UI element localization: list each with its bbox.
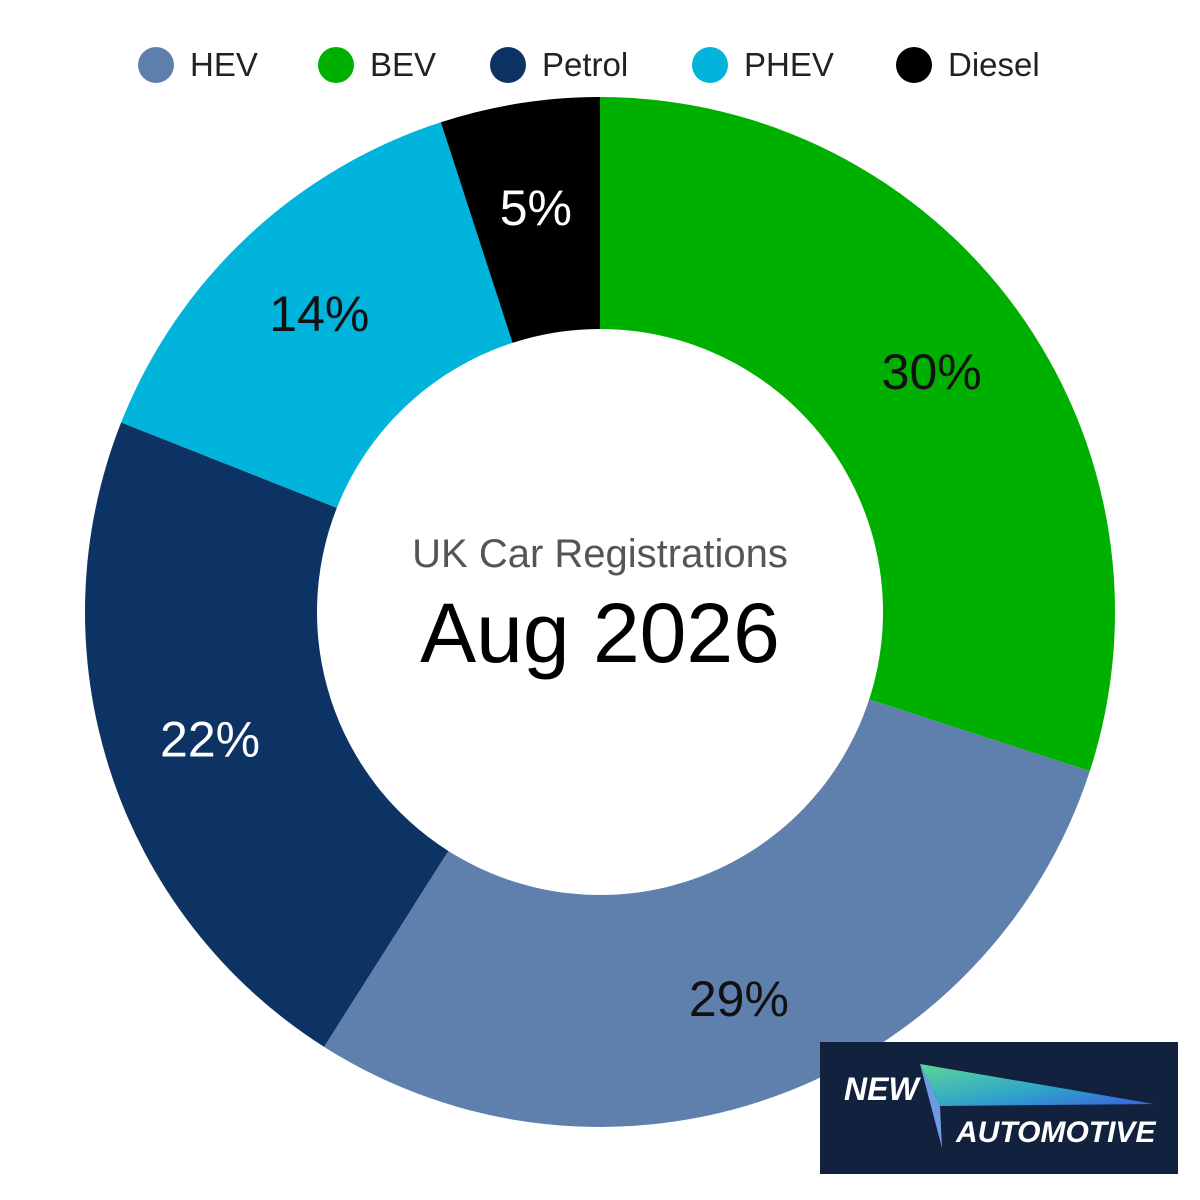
legend-item-petrol: Petrol xyxy=(490,40,628,90)
legend-item-hev: HEV xyxy=(138,40,258,90)
slice-label-hev: 29% xyxy=(689,971,789,1027)
legend-swatch-diesel xyxy=(896,47,932,83)
chart-legend: HEV BEV Petrol PHEV Diesel xyxy=(0,40,1200,90)
logo-text-automotive: AUTOMOTIVE xyxy=(955,1116,1156,1149)
donut-slice-labels: 30% 29% 22% 14% 5% xyxy=(160,180,982,1027)
legend-label-hev: HEV xyxy=(190,46,258,83)
legend-label-bev: BEV xyxy=(370,46,437,83)
slice-diesel xyxy=(440,97,600,343)
legend-item-diesel: Diesel xyxy=(896,40,1040,90)
slice-label-bev: 30% xyxy=(882,344,982,400)
donut-slices xyxy=(85,97,1115,1128)
legend-swatch-hev xyxy=(138,47,174,83)
slice-label-diesel: 5% xyxy=(500,180,572,236)
logo-icon: NEW AUTOMOTIVE xyxy=(844,1064,1156,1149)
new-automotive-logo: NEW AUTOMOTIVE xyxy=(820,1042,1178,1174)
legend-swatch-bev xyxy=(318,47,354,83)
legend-label-diesel: Diesel xyxy=(948,46,1040,83)
center-title: Aug 2026 xyxy=(420,586,780,680)
slice-label-petrol: 22% xyxy=(160,712,260,768)
legend-label-phev: PHEV xyxy=(744,46,834,83)
legend-item-bev: BEV xyxy=(318,40,436,90)
slice-hev xyxy=(324,699,1090,1128)
legend-item-phev: PHEV xyxy=(692,40,834,90)
logo-text-new: NEW xyxy=(844,1071,921,1107)
slice-label-phev: 14% xyxy=(269,286,369,342)
legend-swatch-phev xyxy=(692,47,728,83)
slice-bev xyxy=(600,97,1115,772)
slice-petrol xyxy=(85,422,449,1047)
center-subtitle: UK Car Registrations xyxy=(412,532,788,576)
legend-label-petrol: Petrol xyxy=(542,46,629,83)
legend-swatch-petrol xyxy=(490,47,526,83)
slice-phev xyxy=(121,122,513,508)
